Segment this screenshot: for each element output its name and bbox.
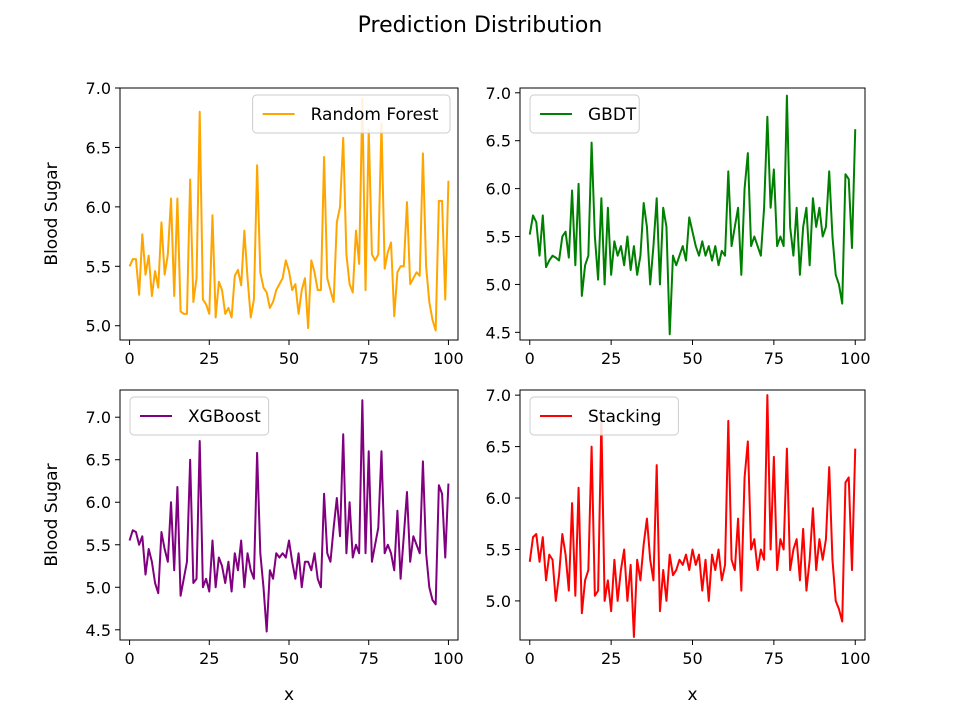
y-tick-label: 7.0 xyxy=(86,79,111,98)
y-tick-label: 7.0 xyxy=(486,386,511,405)
legend-box xyxy=(529,94,640,134)
legend-box xyxy=(129,396,270,436)
series-line-random-forest xyxy=(128,97,450,332)
y-tick-label: 6.0 xyxy=(86,198,111,217)
x-axis-label: x xyxy=(284,685,294,705)
axes-frame xyxy=(519,87,866,341)
y-axis-label: Blood Sugar xyxy=(42,162,62,265)
y-tick-label: 5.5 xyxy=(86,536,111,555)
x-tick-label: 75 xyxy=(764,649,784,668)
y-tick-label: 4.5 xyxy=(486,323,511,342)
y-tick-label: 7.0 xyxy=(486,84,511,103)
y-tick-label: 6.5 xyxy=(86,138,111,157)
x-tick-label: 25 xyxy=(199,349,219,368)
series-line-xgboost xyxy=(128,399,450,633)
x-tick-label: 25 xyxy=(601,649,621,668)
x-tick-label: 0 xyxy=(124,349,134,368)
x-tick-label: 50 xyxy=(682,349,702,368)
y-axis-label: Blood Sugar xyxy=(42,463,62,566)
x-tick-label: 50 xyxy=(279,649,299,668)
x-tick-label: 25 xyxy=(601,349,621,368)
x-tick-label: 100 xyxy=(840,649,871,668)
x-tick-label: 0 xyxy=(525,349,535,368)
legend-box xyxy=(252,94,451,134)
legend-xgboost: XGBoost xyxy=(129,396,270,436)
y-tick-label: 5.0 xyxy=(86,578,111,597)
y-tick-label: 5.0 xyxy=(486,275,511,294)
legend-label: XGBoost xyxy=(188,407,261,427)
x-tick-label: 0 xyxy=(525,649,535,668)
x-tick-label: 25 xyxy=(199,649,219,668)
legend-stacking: Stacking xyxy=(529,396,679,436)
legend-box xyxy=(529,396,679,436)
x-tick-label: 100 xyxy=(840,349,871,368)
x-tick-label: 0 xyxy=(124,649,134,668)
y-tick-label: 5.0 xyxy=(486,592,511,611)
y-tick-label: 6.0 xyxy=(486,180,511,199)
y-tick-label: 5.0 xyxy=(86,317,111,336)
x-axis-label: x xyxy=(687,685,697,705)
legend-label: GBDT xyxy=(588,105,637,125)
x-tick-label: 75 xyxy=(359,649,379,668)
y-tick-label: 7.0 xyxy=(86,408,111,427)
axes-frame xyxy=(119,87,459,341)
series-line-stacking xyxy=(528,394,857,638)
y-tick-label: 5.5 xyxy=(486,228,511,247)
series-line-gbdt xyxy=(528,94,857,336)
subplots: 0 25 50 75 100 5.0 5.5 6.0 6.5 7.0 Blood Sugar Rand… xyxy=(42,79,871,705)
x-tick-label: 50 xyxy=(279,349,299,368)
legend-gbdt: GBDT xyxy=(529,94,640,134)
x-tick-label: 75 xyxy=(764,349,784,368)
y-tick-label: 4.5 xyxy=(86,621,111,640)
y-tick-label: 6.0 xyxy=(86,493,111,512)
axes-frame xyxy=(119,389,459,641)
legend-label: Random Forest xyxy=(311,105,439,125)
subplot-xgboost: 0 25 50 75 100 4.5 5.0 5.5 6.0 6.5 7.0 Blood Sugar x… xyxy=(42,389,464,705)
y-tick-label: 5.5 xyxy=(86,257,111,276)
subplot-gbdt: 0 25 50 75 100 4.5 5.0 5.5 6.0 6.5 7.0 GBDT xyxy=(486,84,871,368)
x-tick-label: 50 xyxy=(682,649,702,668)
figure-title: Prediction Distribution xyxy=(358,13,603,38)
y-tick-label: 6.5 xyxy=(486,438,511,457)
x-tick-label: 100 xyxy=(433,349,464,368)
legend-label: Stacking xyxy=(588,407,661,427)
subplot-random-forest: 0 25 50 75 100 5.0 5.5 6.0 6.5 7.0 Blood Sugar Rand… xyxy=(42,79,464,368)
x-tick-label: 100 xyxy=(433,649,464,668)
subplot-stacking: 0 25 50 75 100 5.0 5.5 6.0 6.5 7.0 x Stacking xyxy=(486,386,871,705)
legend-random-forest: Random Forest xyxy=(252,94,451,134)
y-tick-label: 5.5 xyxy=(486,540,511,559)
y-tick-label: 6.5 xyxy=(86,451,111,470)
axes-frame xyxy=(519,389,866,641)
x-tick-label: 75 xyxy=(359,349,379,368)
y-tick-label: 6.5 xyxy=(486,132,511,151)
y-tick-label: 6.0 xyxy=(486,489,511,508)
